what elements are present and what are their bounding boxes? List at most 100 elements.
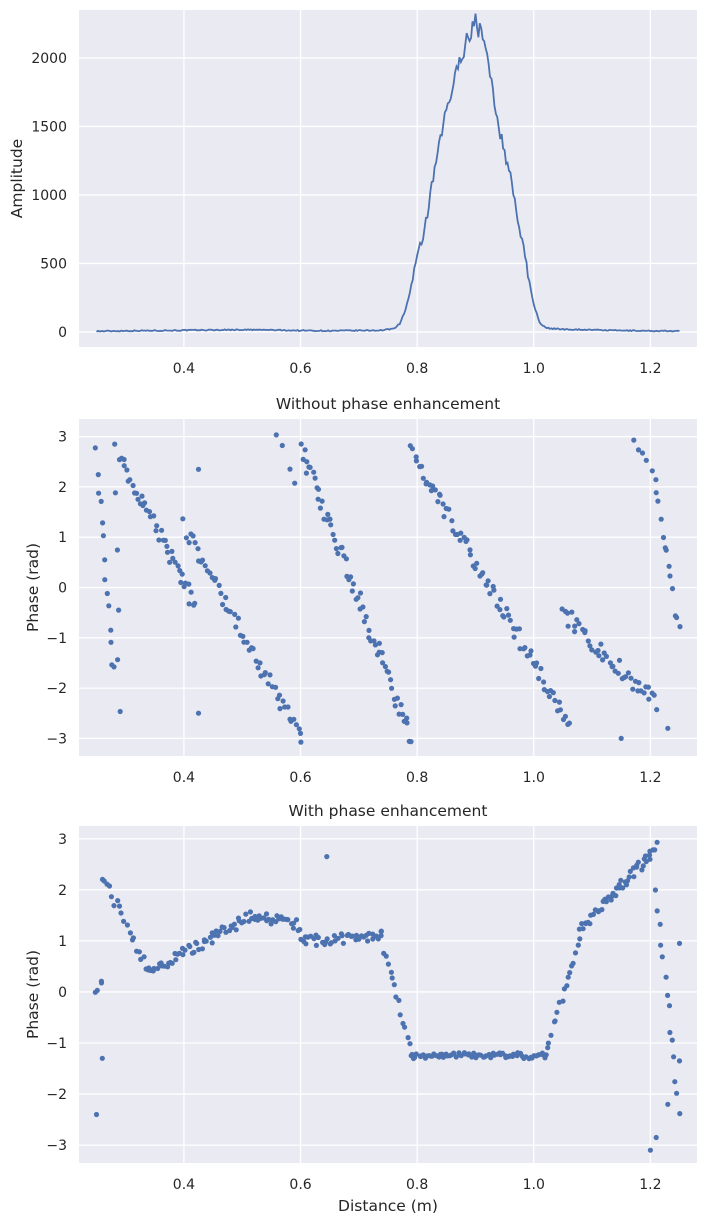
data-point: [315, 486, 322, 492]
data-point: [227, 609, 233, 615]
data-point: [430, 483, 436, 489]
data-point: [565, 974, 571, 980]
data-point: [677, 1111, 683, 1117]
data-point: [652, 847, 658, 853]
data-point: [102, 557, 108, 563]
data-point: [663, 547, 669, 553]
data-point: [639, 867, 645, 873]
data-point: [587, 921, 593, 927]
data-point: [111, 903, 117, 909]
data-point: [366, 930, 372, 937]
data-point: [625, 670, 632, 676]
data-point: [487, 591, 493, 597]
data-point: [190, 533, 196, 539]
data-point: [186, 601, 192, 607]
data-point: [191, 949, 197, 956]
data-point: [106, 883, 113, 889]
data-point: [485, 578, 491, 584]
data-point: [636, 680, 642, 686]
chart-title: Without phase enhancement: [276, 395, 500, 413]
data-point: [365, 938, 371, 944]
data-point: [400, 711, 406, 718]
data-point: [472, 565, 478, 572]
data-point: [124, 922, 130, 928]
data-point: [127, 477, 133, 483]
data-point: [651, 692, 657, 698]
y-tick-label: −2: [46, 681, 67, 697]
data-point: [626, 874, 632, 880]
data-point: [562, 713, 569, 720]
data-point: [195, 546, 201, 552]
data-point: [669, 586, 676, 592]
data-point: [127, 930, 133, 936]
data-point: [580, 926, 586, 932]
data-point: [652, 887, 659, 893]
data-point: [491, 587, 497, 593]
data-point: [134, 490, 140, 496]
data-point: [378, 928, 384, 934]
data-point: [317, 505, 323, 511]
data-point: [538, 665, 544, 672]
data-point: [631, 437, 637, 443]
data-point: [413, 454, 419, 460]
data-point: [654, 707, 660, 713]
y-tick-label: −1: [46, 631, 67, 647]
y-tick-label: 3: [58, 832, 67, 848]
data-point: [639, 450, 646, 456]
data-point: [324, 936, 330, 942]
data-point: [315, 496, 321, 502]
data-point: [397, 1012, 403, 1018]
data-point: [389, 975, 395, 981]
data-point: [220, 601, 226, 608]
data-point: [647, 856, 653, 862]
data-point: [303, 941, 309, 947]
data-point: [631, 874, 637, 880]
data-point: [642, 853, 649, 859]
data-point: [182, 947, 188, 953]
x-tick-label: 1.2: [639, 770, 661, 786]
data-point: [287, 466, 293, 472]
data-point: [451, 1050, 457, 1056]
data-point: [298, 739, 304, 745]
data-point: [357, 590, 364, 596]
data-point: [98, 498, 104, 504]
data-point: [674, 1090, 680, 1096]
data-point: [217, 928, 223, 935]
x-tick-label: 0.8: [406, 770, 428, 786]
data-point: [135, 496, 141, 502]
data-point: [413, 458, 419, 464]
data-point: [556, 699, 563, 705]
plot-background: [79, 10, 697, 347]
data-point: [385, 961, 391, 967]
chart-3: 0.4 0.6 0.8 1.0 1.2 3 2 1 0 −1 −2 −3 Phase (rad) With…: [24, 802, 697, 1215]
data-point: [353, 932, 360, 938]
data-point: [404, 720, 410, 726]
data-point: [186, 540, 192, 546]
data-point: [194, 940, 200, 947]
data-point: [589, 647, 595, 653]
data-point: [610, 663, 616, 669]
data-point: [545, 1045, 551, 1051]
data-point: [587, 643, 593, 649]
data-point: [522, 645, 528, 651]
data-point: [552, 1018, 558, 1024]
data-point: [511, 634, 517, 640]
y-tick-label: −3: [46, 731, 67, 747]
data-point: [516, 626, 523, 632]
y-tick-label: 3: [58, 430, 67, 446]
data-point: [646, 852, 653, 858]
data-point: [546, 693, 553, 700]
plot-background: [79, 826, 697, 1163]
data-point: [307, 464, 313, 470]
data-point: [116, 607, 122, 613]
data-point: [175, 563, 181, 569]
data-point: [542, 1055, 548, 1061]
data-point: [207, 934, 213, 940]
data-point: [92, 445, 98, 451]
data-point: [603, 653, 610, 660]
chart-1: 0.4 0.6 0.8 1.0 1.2 0 500 1000 1500 2000 Amplitude: [8, 10, 697, 377]
data-point: [276, 692, 283, 698]
data-point: [124, 467, 130, 473]
y-tick-label: 0: [58, 985, 67, 1001]
